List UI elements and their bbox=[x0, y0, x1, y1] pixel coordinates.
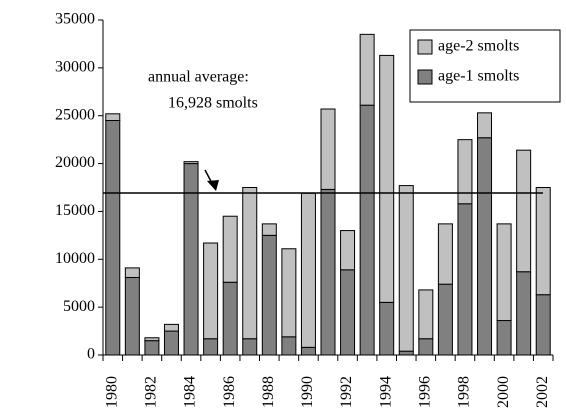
y-tick-label: 0 bbox=[87, 346, 95, 363]
x-tick-label: 1988 bbox=[260, 376, 277, 408]
bar-segment bbox=[124, 267, 140, 278]
x-tick-label: 1984 bbox=[182, 376, 199, 408]
bar-segment bbox=[379, 54, 395, 303]
bar-segment bbox=[261, 223, 277, 236]
bar-segment bbox=[242, 338, 258, 356]
bar-segment bbox=[222, 215, 238, 283]
annotation: 16,928 smolts bbox=[168, 95, 258, 112]
bar-segment bbox=[457, 139, 473, 205]
y-tick-label: 10000 bbox=[55, 250, 95, 267]
bar-segment bbox=[281, 336, 297, 356]
bar-segment bbox=[398, 350, 414, 356]
x-tick-label: 1998 bbox=[456, 376, 473, 408]
bar-segment bbox=[105, 120, 121, 356]
arrow-head bbox=[207, 179, 219, 191]
bar-segment bbox=[203, 242, 219, 340]
bar-segment bbox=[496, 223, 512, 322]
y-tick-label: 20000 bbox=[55, 154, 95, 171]
bar-segment bbox=[340, 269, 356, 356]
bar-segment bbox=[281, 248, 297, 338]
y-tick-label: 5000 bbox=[63, 298, 95, 315]
x-tick-label: 2002 bbox=[534, 376, 551, 408]
y-tick-label: 35000 bbox=[55, 11, 95, 28]
x-tick-label: 1992 bbox=[338, 376, 355, 408]
legend-box bbox=[409, 29, 561, 103]
annotation: annual average: bbox=[148, 69, 249, 86]
bar-segment bbox=[418, 289, 434, 340]
bar-segment bbox=[457, 203, 473, 356]
y-tick-label: 15000 bbox=[55, 202, 95, 219]
legend-swatch bbox=[417, 69, 433, 85]
bar-segment bbox=[496, 320, 512, 356]
x-tick-label: 1990 bbox=[299, 376, 316, 408]
bar-segment bbox=[398, 185, 414, 352]
bar-segment bbox=[105, 113, 121, 122]
bar-segment bbox=[144, 337, 160, 342]
bar-segment bbox=[163, 323, 179, 332]
legend-label: age-2 smolts bbox=[438, 38, 519, 55]
bar-segment bbox=[261, 234, 277, 356]
bar-segment bbox=[437, 223, 453, 285]
x-tick-label: 1982 bbox=[143, 376, 160, 408]
bar-segment bbox=[144, 340, 160, 356]
bar-segment bbox=[320, 188, 336, 356]
bar-segment bbox=[379, 301, 395, 356]
bar-segment bbox=[300, 346, 316, 356]
x-tick-label: 1986 bbox=[221, 376, 238, 408]
bar-segment bbox=[437, 283, 453, 356]
x-tick-label: 1994 bbox=[377, 376, 394, 408]
bar-segment bbox=[359, 104, 375, 356]
legend-swatch bbox=[417, 39, 433, 55]
y-tick-label: 30000 bbox=[55, 59, 95, 76]
bar-segment bbox=[535, 294, 551, 356]
bar-segment bbox=[516, 149, 532, 273]
y-tick-label: 25000 bbox=[55, 106, 95, 123]
bar-segment bbox=[477, 137, 493, 356]
bar-segment bbox=[203, 338, 219, 356]
bar-segment bbox=[418, 338, 434, 356]
bar-segment bbox=[477, 112, 493, 139]
bar-segment bbox=[320, 108, 336, 190]
x-tick-label: 2000 bbox=[495, 376, 512, 408]
bar-segment bbox=[124, 276, 140, 356]
x-tick-label: 1980 bbox=[103, 376, 120, 408]
bar-segment bbox=[535, 187, 551, 296]
bar-segment bbox=[300, 192, 316, 348]
bar-segment bbox=[516, 271, 532, 356]
x-tick-label: 1996 bbox=[416, 376, 433, 408]
bar-segment bbox=[183, 161, 199, 165]
bar-segment bbox=[222, 281, 238, 356]
bar-segment bbox=[163, 330, 179, 356]
bar-segment bbox=[359, 33, 375, 106]
bar-segment bbox=[340, 230, 356, 271]
bar-segment bbox=[242, 187, 258, 340]
legend-label: age-1 smolts bbox=[438, 68, 519, 85]
